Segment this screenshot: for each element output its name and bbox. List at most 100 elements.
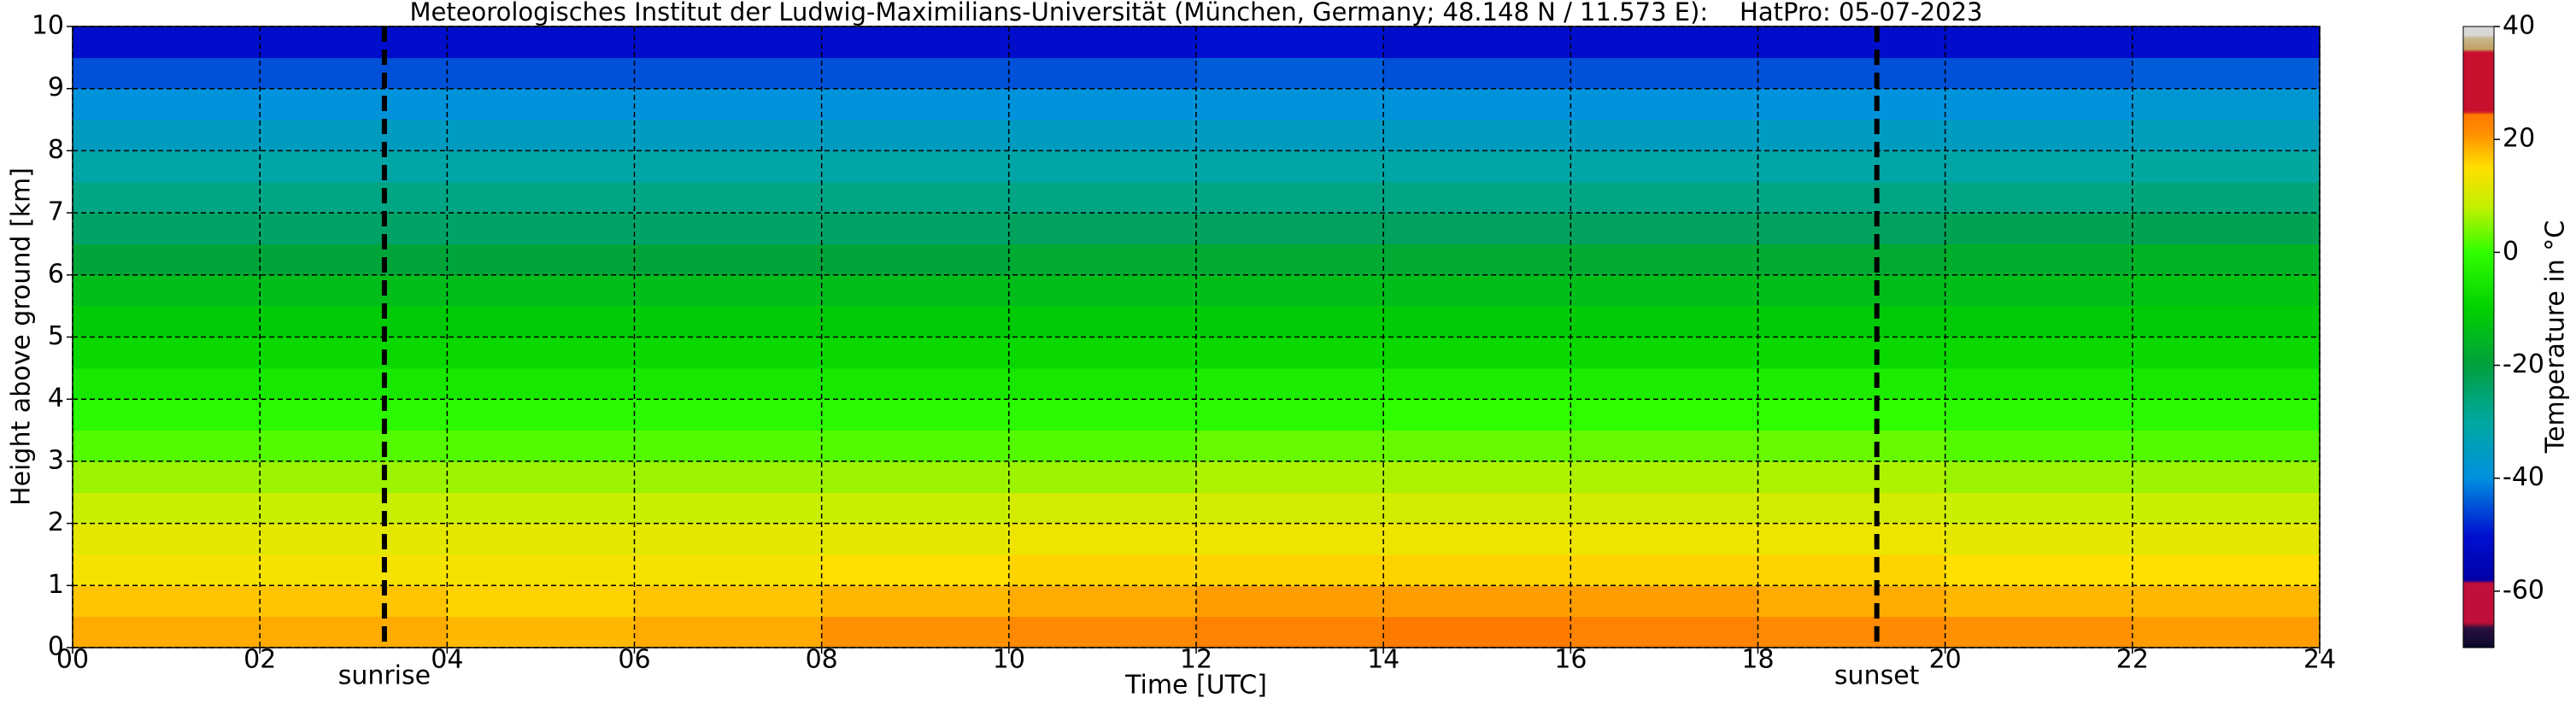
x-tick-label: 18 [1741,645,1774,675]
colorbar-segment [2463,167,2494,170]
heatmap-cell [73,337,261,369]
colorbar-segment [2463,291,2494,294]
colorbar-segment [2463,372,2494,374]
heatmap-cell [447,306,635,337]
heatmap-cell [821,523,1010,555]
colorbar-segment [2463,566,2494,569]
colorbar-segment [2463,153,2494,155]
heatmap-cell [1383,243,1571,276]
colorbar-segment [2463,112,2494,114]
colorbar-segment [2463,33,2494,36]
colorbar-segment [2463,525,2494,529]
heatmap-cell [634,367,823,400]
heatmap-cell [447,430,635,462]
colorbar-segment [2463,252,2494,255]
colorbar-segment [2463,590,2494,594]
colorbar-segment [2463,347,2494,349]
colorbar-segment [2463,283,2494,285]
heatmap-cell [821,213,1010,244]
colorbar-segment [2463,402,2494,404]
colorbar-segment [2463,152,2494,155]
heatmap-cell [1008,523,1197,555]
colorbar-segment [2463,225,2494,228]
colorbar-segment [2463,95,2494,98]
colorbar-segment [2463,436,2494,438]
heatmap-cell [73,554,261,586]
colorbar-segment [2463,99,2494,103]
colorbar-segment [2463,29,2494,32]
heatmap-cell [1383,181,1571,214]
colorbar-segment [2463,626,2494,629]
colorbar-segment [2463,187,2494,190]
colorbar-segment [2463,534,2494,537]
heatmap-cell [447,150,635,183]
colorbar-segment [2463,447,2494,449]
heatmap-cell [73,492,261,525]
heatmap-cell [73,88,261,120]
heatmap-cell [821,181,1010,214]
heatmap-cell [1383,492,1571,525]
heatmap-cell [1757,88,1946,120]
colorbar-segment [2463,289,2494,291]
colorbar-segment [2463,566,2494,568]
colorbar-segment [2463,300,2494,302]
heatmap-cell [1008,585,1197,618]
colorbar-segment [2463,445,2494,448]
heatmap-cell [73,430,261,462]
colorbar-segment [2463,497,2494,501]
heatmap-cell [1383,306,1571,337]
heatmap-cell [2132,430,2321,462]
colorbar-segment [2463,177,2494,179]
colorbar-segment [2463,561,2494,564]
colorbar-segment [2463,122,2494,125]
colorbar-tick-label: -20 [2503,349,2544,379]
colorbar-segment [2463,87,2494,90]
colorbar-segment [2463,274,2494,277]
colorbar-segment [2463,159,2494,161]
colorbar-segment [2463,263,2494,266]
colorbar-segment [2463,510,2494,513]
colorbar-segment [2463,313,2494,315]
heatmap-cell [1008,461,1197,493]
colorbar-segment [2463,380,2494,383]
heatmap-cell [260,616,448,648]
colorbar-segment [2463,239,2494,242]
heatmap-cell [2132,274,2321,307]
heatmap-cell [821,88,1010,120]
colorbar-segment [2463,473,2494,476]
heatmap-cell [821,26,1010,58]
heatmap-cell [821,367,1010,400]
colorbar-segment [2463,542,2494,544]
heatmap-cell [73,367,261,400]
colorbar-segment [2463,419,2494,423]
colorbar-segment [2463,595,2494,598]
colorbar-segment [2463,482,2494,484]
heatmap-cell [2132,399,2321,431]
colorbar-segment [2463,455,2494,458]
colorbar-segment [2463,331,2494,334]
heatmap-cell [2132,306,2321,337]
colorbar-segment [2463,609,2494,612]
colorbar-segment [2463,202,2494,205]
colorbar-segment [2463,601,2494,603]
heatmap-cell [2132,492,2321,525]
colorbar-segment [2463,588,2494,590]
colorbar-segment [2463,373,2494,376]
colorbar-segment [2463,428,2494,431]
heatmap-cell [1570,120,1758,151]
x-tick-label: 04 [431,645,463,675]
colorbar-segment [2463,616,2494,619]
heatmap-cell [1383,57,1571,90]
colorbar-segment [2463,537,2494,540]
x-tick-label: 00 [56,645,89,675]
heatmap-cell [634,399,823,431]
heatmap-cell [1945,585,2133,618]
heatmap-cell [1196,430,1384,462]
heatmap-cell [1196,243,1384,276]
heatmap-cell [634,430,823,462]
colorbar-segment [2463,382,2494,384]
colorbar-segment [2463,633,2494,636]
colorbar-segment [2463,417,2494,419]
colorbar-segment [2463,114,2494,116]
x-tick-label: 14 [1367,645,1399,675]
